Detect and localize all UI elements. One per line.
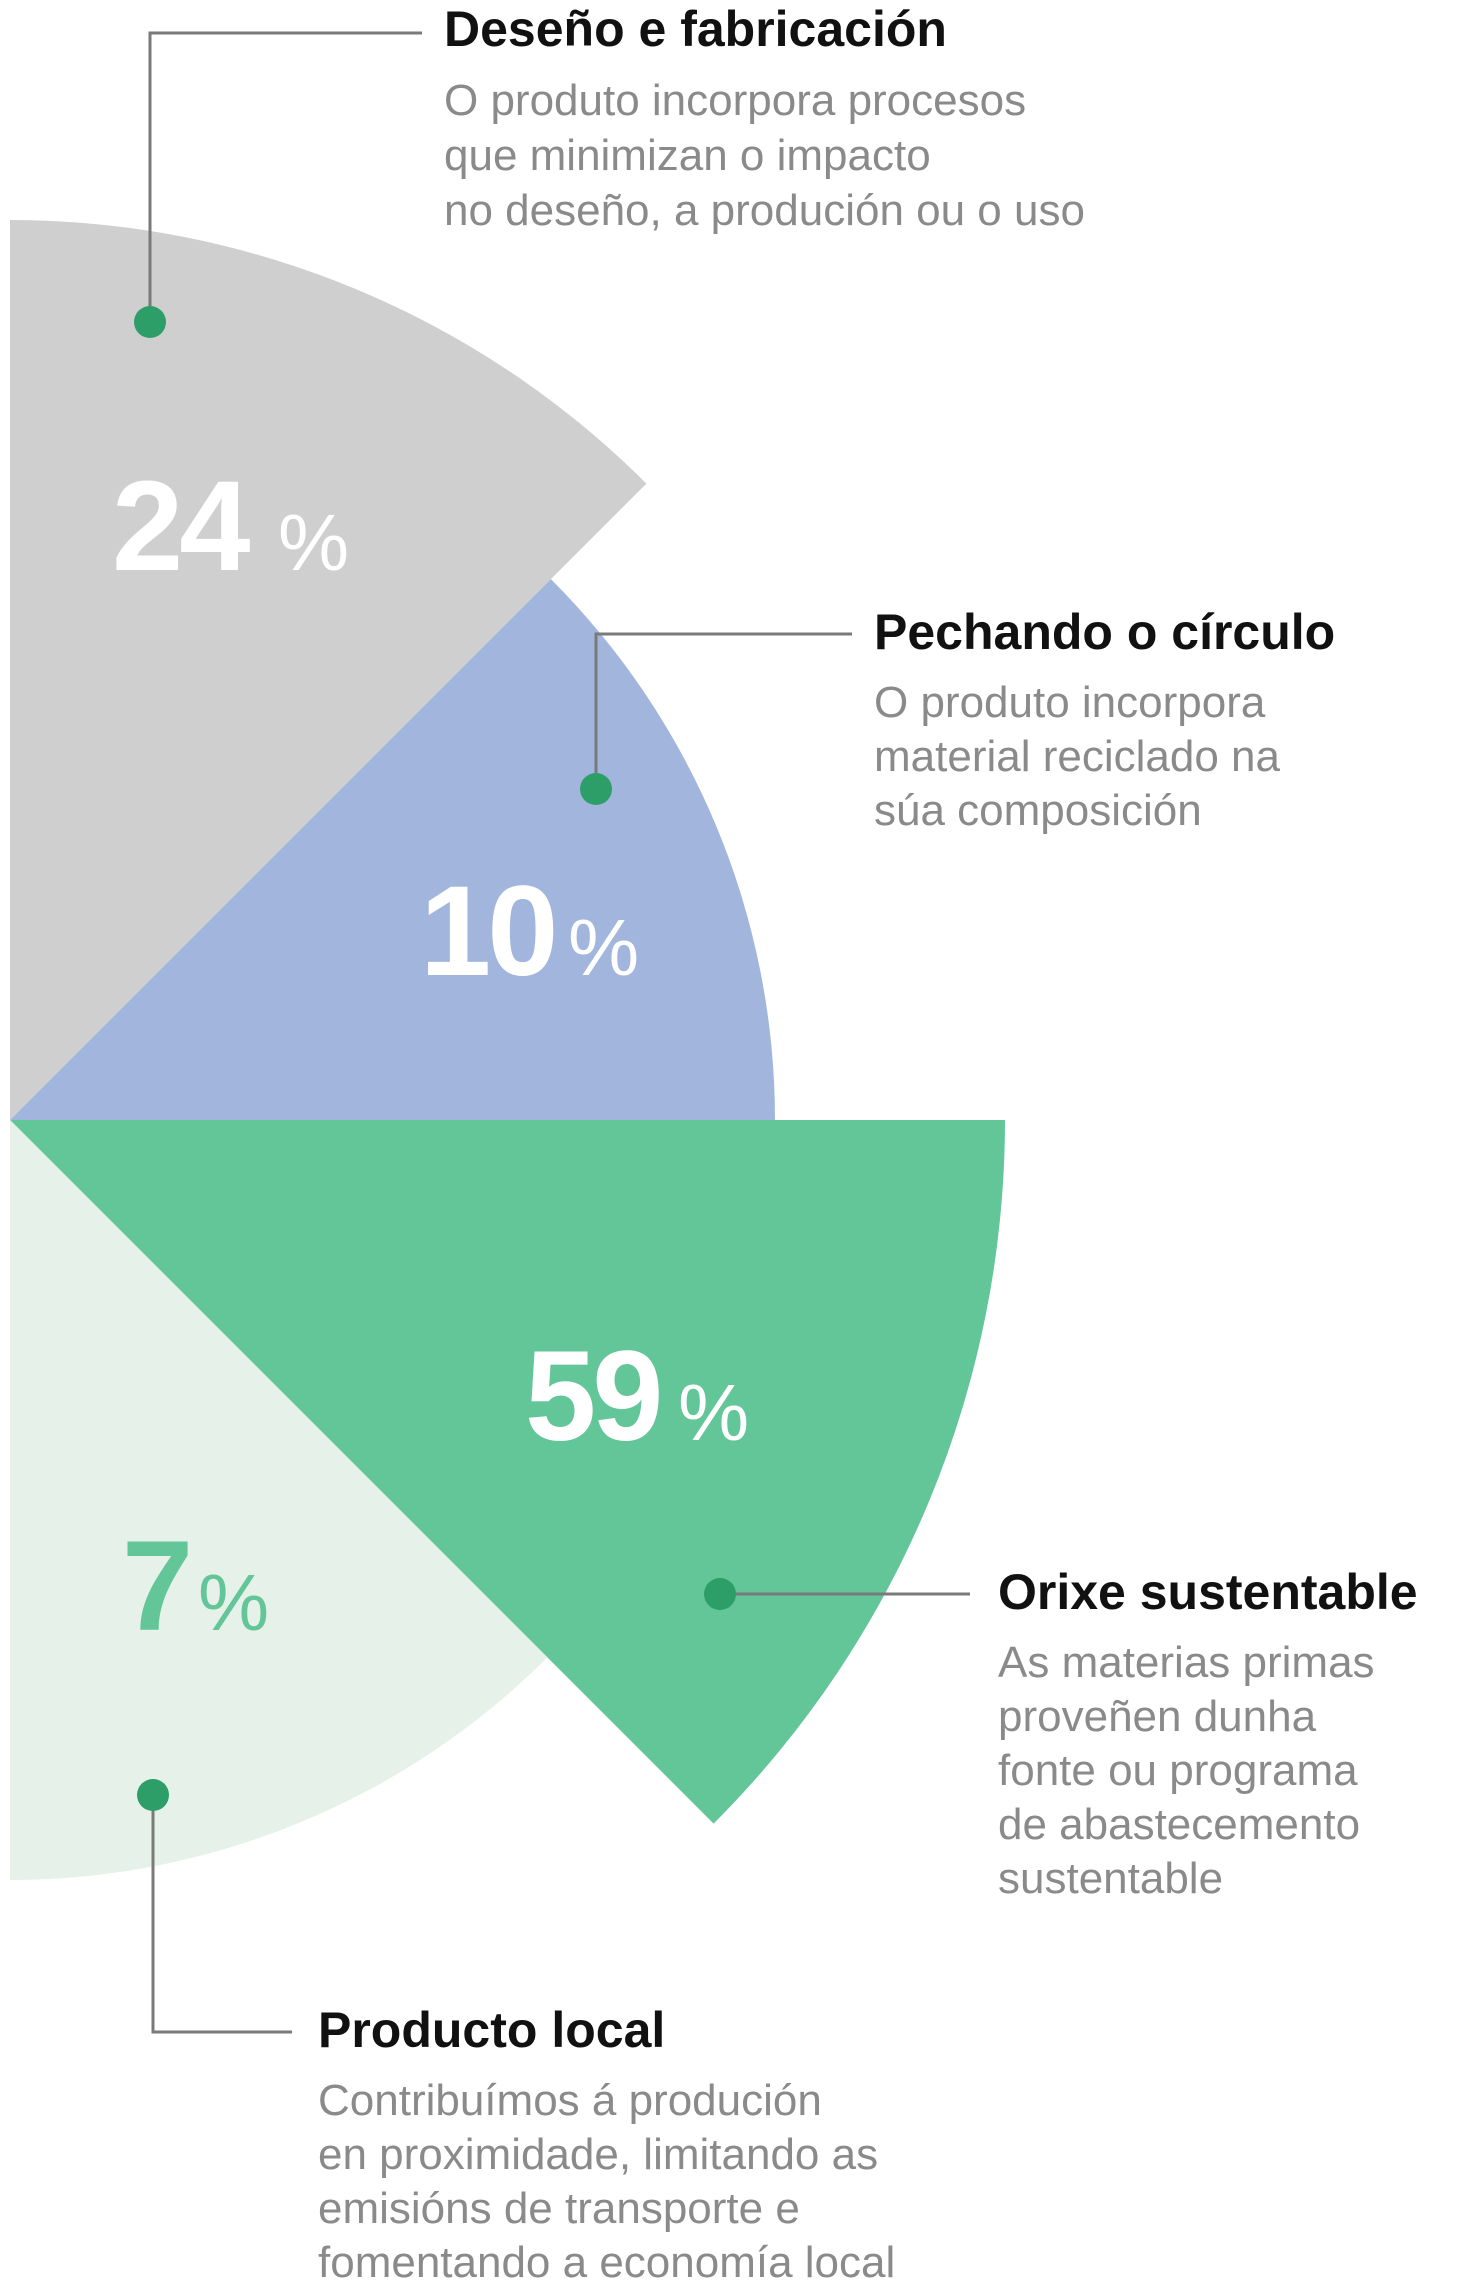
category-description-line-circle: material reciclado na [874, 732, 1280, 781]
category-description-line-local: Contribuímos á produción [318, 2076, 822, 2125]
leader-line-design [148, 31, 422, 322]
leader-line-circle [594, 632, 852, 789]
leader-lines-layer [134, 31, 970, 2034]
category-description-line-design: no deseño, a produción ou o uso [444, 186, 1085, 235]
slice-design [10, 220, 647, 1120]
category-description-line-origin: proveñen dunha [998, 1692, 1317, 1741]
category-labels-layer: Deseño e fabricación O produto incorpora … [318, 1, 1418, 2287]
category-title-origin: Orixe sustentable [998, 1564, 1418, 1620]
marker-dot-design [134, 306, 166, 338]
category-description-line-local: emisións de transporte e [318, 2184, 800, 2233]
category-title-local: Producto local [318, 2002, 665, 2058]
value-labels-layer: 24 %10 %59 %7% [112, 455, 749, 1658]
percent-sign-local: % [198, 1558, 269, 1647]
value-label-local: 7 [122, 1515, 189, 1658]
marker-dot-circle [580, 773, 612, 805]
value-label-origin: 59 [525, 1325, 659, 1468]
category-title-design: Deseño e fabricación [444, 1, 947, 57]
marker-dot-origin [704, 1578, 736, 1610]
percent-sign-circle: % [568, 903, 639, 992]
value-label-circle: 10 [420, 860, 554, 1003]
category-description-line-local: en proximidade, limitando as [318, 2130, 878, 2179]
value-label-design: 24 [112, 455, 250, 598]
category-description-line-origin: sustentable [998, 1854, 1223, 1903]
percent-sign-origin: % [678, 1368, 749, 1457]
category-description-line-origin: de abastecemento [998, 1800, 1360, 1849]
category-description-line-origin: As materias primas [998, 1638, 1375, 1687]
category-description-line-circle: súa composición [874, 786, 1202, 835]
category-description-line-circle: O produto incorpora [874, 678, 1266, 727]
category-description-line-local: fomentando a economía local [318, 2238, 895, 2287]
marker-dot-local [137, 1779, 169, 1811]
leader-line-local [151, 1795, 292, 2034]
category-description-line-design: O produto incorpora procesos [444, 76, 1026, 125]
category-description-line-origin: fonte ou programa [998, 1746, 1358, 1795]
category-title-circle: Pechando o círculo [874, 604, 1335, 660]
slice-origin [10, 1120, 1005, 1824]
percent-sign-design: % [278, 498, 349, 587]
slice-local [10, 1120, 548, 1880]
category-description-line-design: que minimizan o impacto [444, 131, 931, 180]
slice-circle [10, 579, 775, 1120]
slices-layer [10, 220, 1005, 1880]
